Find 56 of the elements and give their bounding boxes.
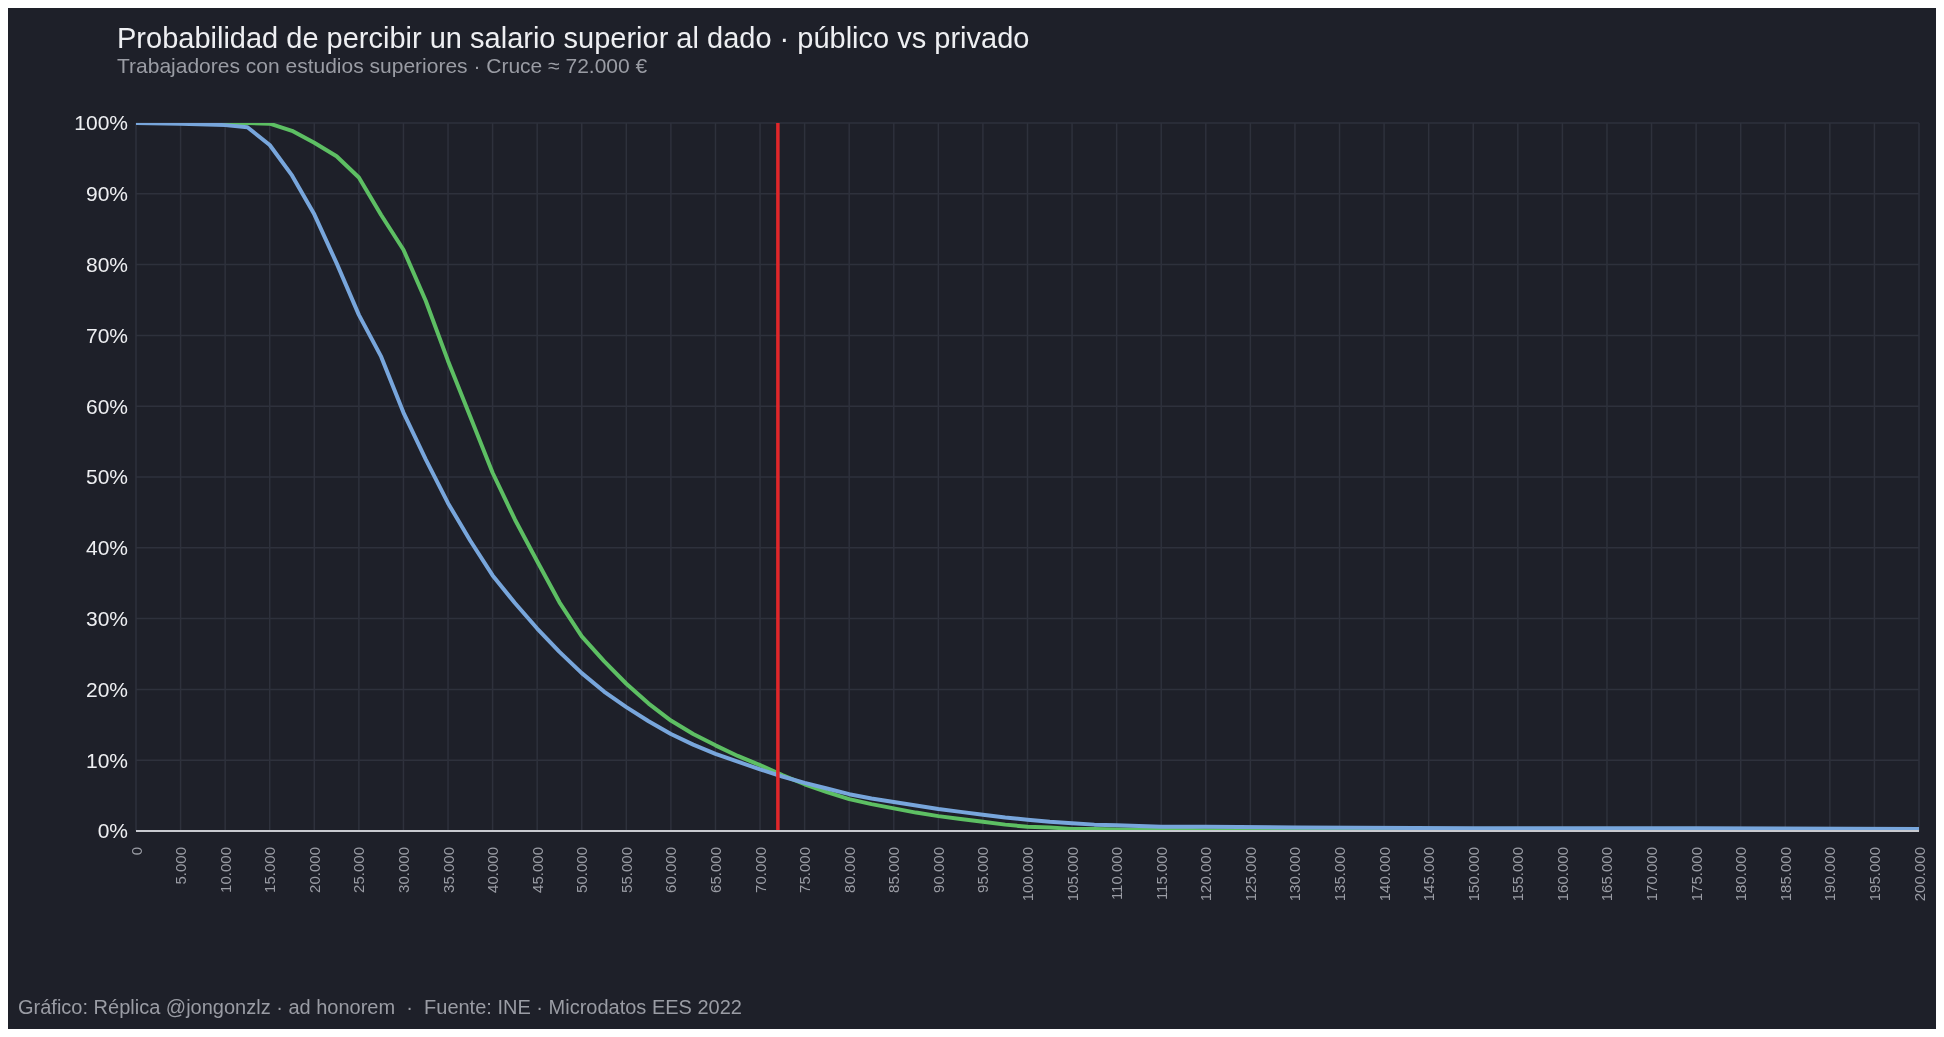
x-tick-label: 195.000 xyxy=(1865,847,1883,902)
x-tick-label: 10.000 xyxy=(216,847,234,893)
chart-subtitle: Trabajadores con estudios superiores · Cruce ≈ 72.000 € xyxy=(117,54,648,78)
x-tick-label: 70.000 xyxy=(751,847,769,893)
x-tick-label: 65.000 xyxy=(706,847,724,893)
x-tick-label: 170.000 xyxy=(1643,847,1661,902)
x-tick-label: 200.000 xyxy=(1910,847,1928,902)
y-tick-label: 40% xyxy=(85,536,128,560)
y-tick-label: 0% xyxy=(97,819,128,843)
y-tick-label: 50% xyxy=(85,465,128,489)
x-tick-label: 45.000 xyxy=(528,847,546,893)
y-tick-label: 20% xyxy=(85,677,128,701)
x-tick-label: 165.000 xyxy=(1598,847,1616,902)
x-tick-label: 5.000 xyxy=(172,847,190,885)
x-tick-label: 15.000 xyxy=(261,847,279,893)
x-tick-label: 160.000 xyxy=(1553,847,1571,902)
x-tick-label: 55.000 xyxy=(617,847,635,893)
x-tick-label: 110.000 xyxy=(1108,847,1126,901)
x-tick-label: 50.000 xyxy=(573,847,591,893)
x-tick-label: 135.000 xyxy=(1331,847,1349,902)
x-tick-label: 40.000 xyxy=(484,847,502,893)
x-tick-label: 95.000 xyxy=(974,847,992,893)
x-tick-label: 180.000 xyxy=(1732,847,1750,902)
x-tick-label: 0 xyxy=(127,847,145,856)
x-tick-label: 85.000 xyxy=(885,847,903,893)
y-tick-label: 10% xyxy=(85,748,128,772)
x-tick-label: 30.000 xyxy=(394,847,412,893)
y-tick-label: 90% xyxy=(85,182,128,206)
x-tick-label: 115.000 xyxy=(1152,847,1170,901)
y-tick-label: 70% xyxy=(85,323,128,347)
x-tick-label: 145.000 xyxy=(1420,847,1438,902)
x-tick-label: 175.000 xyxy=(1687,847,1705,902)
x-tick-label: 35.000 xyxy=(439,847,457,893)
x-tick-label: 60.000 xyxy=(662,847,680,893)
x-tick-label: 75.000 xyxy=(796,847,814,893)
x-tick-label: 125.000 xyxy=(1241,847,1259,902)
x-tick-label: 25.000 xyxy=(350,847,368,893)
x-tick-label: 140.000 xyxy=(1375,847,1393,902)
x-tick-label: 105.000 xyxy=(1063,847,1081,902)
x-tick-label: 20.000 xyxy=(305,847,323,893)
x-tick-label: 185.000 xyxy=(1776,847,1794,902)
x-tick-label: 130.000 xyxy=(1286,847,1304,902)
x-tick-label: 150.000 xyxy=(1464,847,1482,902)
x-tick-label: 100.000 xyxy=(1019,847,1036,902)
x-tick-label: 155.000 xyxy=(1509,847,1527,902)
line-series xyxy=(136,123,1919,831)
x-tick-label: 120.000 xyxy=(1197,847,1215,902)
y-tick-label: 80% xyxy=(85,253,128,277)
x-tick-label: 90.000 xyxy=(929,847,947,893)
y-tick-label: 100% xyxy=(74,111,128,135)
y-tick-label: 30% xyxy=(85,607,128,631)
x-tick-label: 190.000 xyxy=(1821,847,1839,902)
x-tick-label: 80.000 xyxy=(840,847,858,893)
y-tick-label: 60% xyxy=(85,394,128,418)
chart-title: Probabilidad de percibir un salario superior al dado · público vs privado xyxy=(117,22,1030,55)
text: Gráfico: Réplica @jongonzlz · ad honorem · Fuente: INE · Microdatos EES 2022 xyxy=(18,996,742,1019)
